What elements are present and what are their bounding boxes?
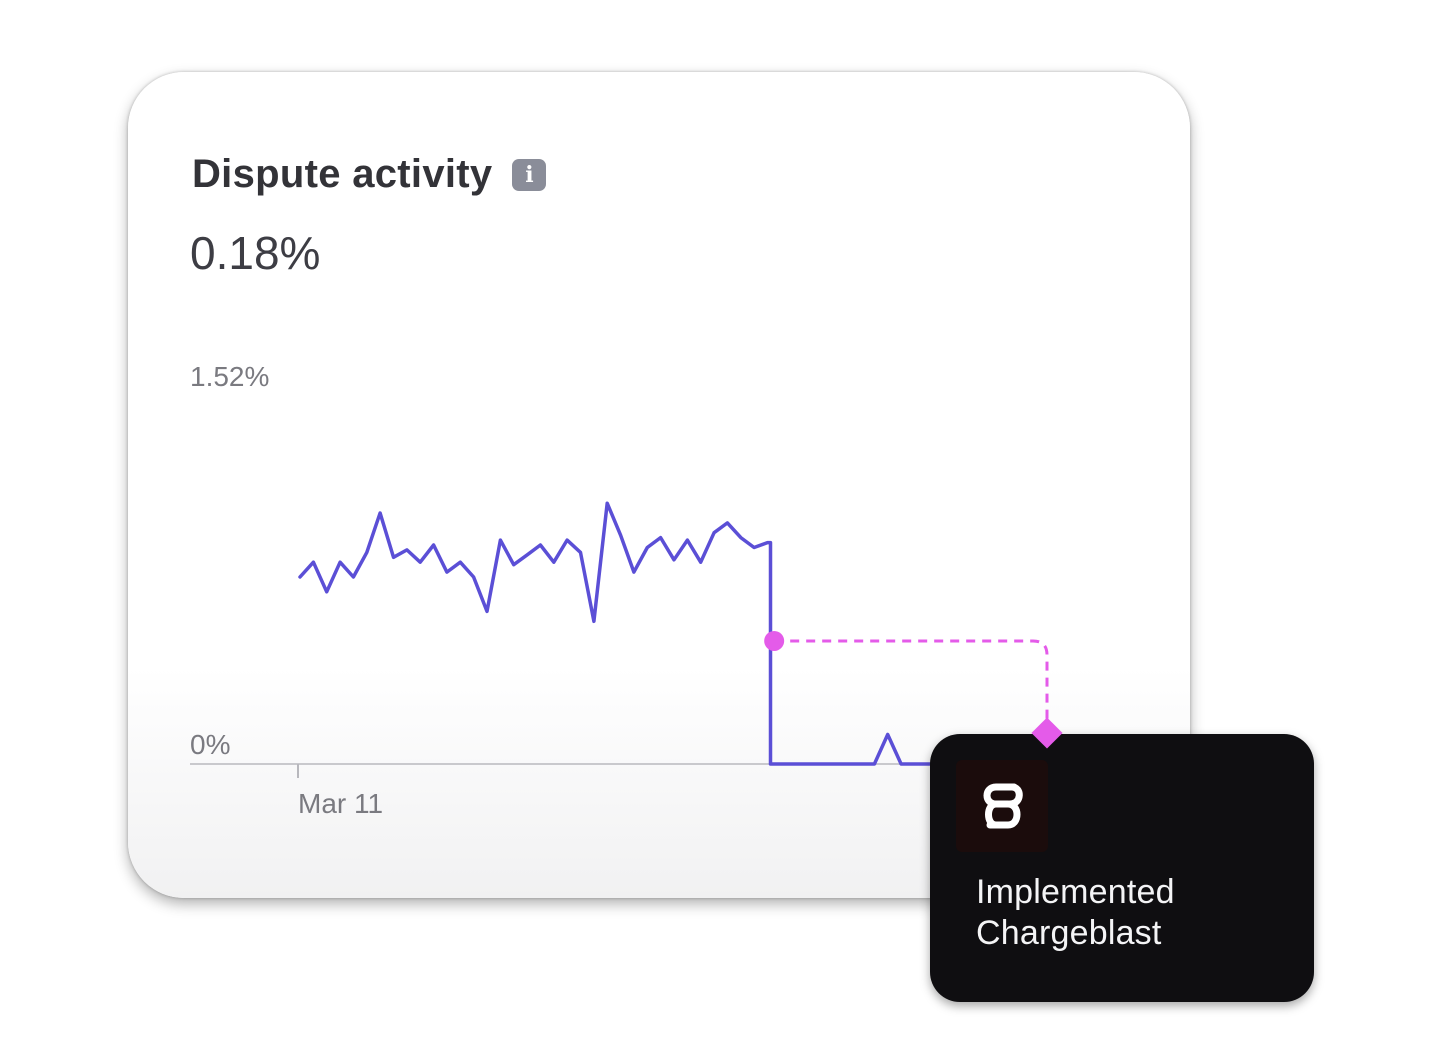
y-tick-label-max: 1.52% [190,361,269,392]
card-title: Dispute activity [192,152,493,196]
chargeblast-logo-icon [956,760,1048,852]
x-tick-label: Mar 11 [298,788,383,819]
card-header: Dispute activity i [192,152,547,197]
annotation-connector [774,639,1049,723]
annotation-text: Implemented Chargeblast [976,873,1175,952]
dispute-rate-value: 0.18% [190,227,321,279]
series-line [298,501,1050,766]
y-tick-label-zero: 0% [190,729,230,760]
info-icon[interactable]: i [512,158,547,191]
annotation-point [764,630,785,651]
annotation-tooltip: Implemented Chargeblast [930,734,1314,1002]
